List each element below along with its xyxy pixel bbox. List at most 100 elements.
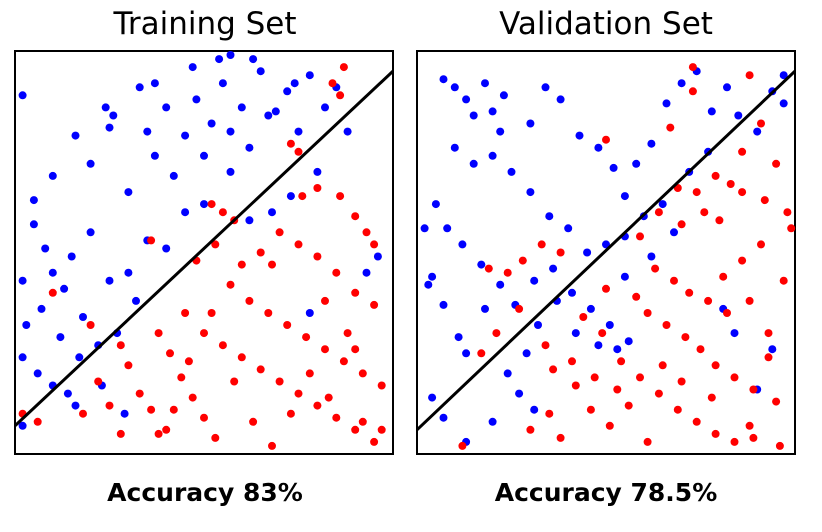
data-point: [745, 421, 754, 430]
data-point: [779, 71, 788, 80]
data-point: [271, 107, 280, 116]
data-point: [537, 240, 546, 249]
data-point: [556, 95, 565, 104]
decision-boundary-line: [14, 70, 394, 427]
data-point: [286, 192, 295, 201]
data-point: [530, 405, 539, 414]
data-point: [294, 389, 303, 398]
data-point: [428, 272, 437, 281]
data-point: [462, 95, 471, 104]
data-point: [283, 321, 292, 329]
data-point: [515, 304, 524, 313]
data-point: [545, 212, 554, 221]
data-point: [351, 288, 360, 297]
data-point: [515, 389, 524, 398]
data-point: [590, 373, 599, 382]
data-point: [586, 405, 595, 414]
data-point: [302, 333, 311, 342]
data-point: [86, 321, 95, 329]
data-point: [688, 87, 697, 96]
data-point: [503, 369, 512, 378]
data-point: [328, 79, 337, 88]
data-point: [294, 127, 303, 136]
data-point: [477, 349, 486, 358]
data-point: [29, 220, 38, 229]
data-point: [492, 329, 501, 338]
data-point: [370, 240, 379, 249]
data-point: [18, 276, 27, 285]
data-point: [757, 240, 765, 249]
data-point: [488, 151, 497, 160]
data-point: [286, 139, 295, 148]
data-point: [764, 353, 773, 362]
data-point: [48, 171, 57, 180]
data-point: [18, 91, 27, 100]
data-point: [613, 385, 622, 394]
data-point: [154, 329, 163, 338]
data-point: [264, 111, 273, 120]
data-point: [507, 167, 516, 176]
data-point: [602, 240, 610, 249]
data-point: [94, 377, 103, 386]
data-point: [124, 268, 133, 277]
data-point: [431, 200, 440, 209]
data-point: [450, 83, 459, 92]
data-point: [60, 284, 69, 293]
data-point: [200, 151, 208, 160]
data-point: [188, 393, 197, 402]
data-point: [290, 79, 299, 88]
data-point: [218, 341, 227, 350]
data-point: [526, 188, 535, 197]
data-point: [541, 83, 550, 92]
data-point: [339, 63, 348, 72]
data-point: [545, 409, 554, 418]
data-point: [620, 192, 629, 201]
validation-accuracy-label: Accuracy 78.5%: [494, 478, 718, 507]
data-point: [696, 345, 705, 354]
data-point: [135, 83, 144, 92]
data-point: [469, 159, 478, 168]
data-point: [522, 349, 531, 358]
data-point: [200, 413, 208, 422]
data-point: [541, 341, 550, 350]
data-point: [116, 341, 125, 350]
data-point: [211, 240, 220, 249]
data-point: [313, 184, 322, 192]
data-point: [707, 393, 716, 402]
data-point: [617, 357, 626, 366]
data-point: [150, 79, 159, 88]
data-point: [662, 321, 671, 329]
data-point: [458, 240, 467, 249]
data-point: [162, 103, 171, 112]
data-point: [488, 417, 497, 426]
data-point: [666, 123, 675, 132]
data-point: [787, 224, 796, 233]
data-point: [332, 413, 341, 422]
training-set-title: Training Set: [113, 6, 297, 42]
training-accuracy-label: Accuracy 83%: [107, 478, 303, 507]
data-point: [462, 349, 471, 358]
data-point: [181, 208, 190, 217]
data-point: [775, 441, 784, 450]
data-point: [477, 260, 486, 269]
data-point: [772, 159, 781, 168]
data-point: [454, 333, 463, 342]
data-point: [249, 417, 258, 426]
data-point: [41, 244, 50, 253]
data-point: [605, 321, 614, 329]
data-point: [658, 361, 667, 370]
data-point: [321, 296, 329, 305]
data-point: [526, 425, 535, 434]
data-point: [662, 99, 671, 108]
data-point: [147, 236, 156, 245]
data-point: [496, 127, 505, 136]
data-point: [757, 119, 765, 128]
data-point: [275, 228, 284, 237]
data-point: [370, 300, 379, 309]
data-point: [598, 329, 607, 338]
data-point: [169, 405, 178, 414]
data-point: [358, 417, 367, 426]
data-point: [154, 429, 163, 438]
data-point: [343, 127, 352, 136]
data-point: [200, 200, 208, 209]
